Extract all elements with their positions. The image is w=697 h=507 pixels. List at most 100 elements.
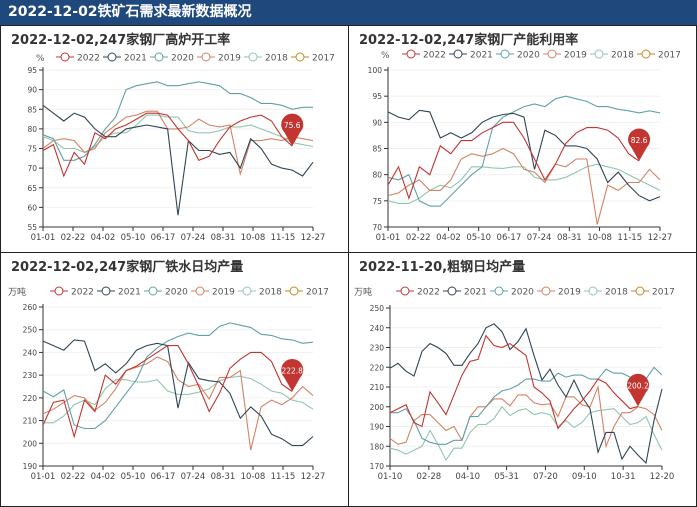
y-tick-label: 190 [23,462,38,471]
legend-item-2017[interactable]: 2017 [637,49,681,61]
series-line-2020 [42,322,314,430]
legend-label: 2018 [265,54,288,64]
marker-pin-icon [627,373,649,407]
legend-symbol [60,52,70,62]
x-tick-label: 04-02 [436,233,461,243]
x-tick-label: 09-10 [572,472,597,482]
legend-item-2019[interactable]: 2019 [197,52,241,64]
legend-label: 2018 [605,288,628,298]
legend-symbol [148,286,158,296]
legend-item-2022[interactable]: 2022 [56,52,100,64]
legend-item-2022[interactable]: 2022 [402,49,446,61]
legend-label: 2019 [212,288,235,298]
legend-item-2020[interactable]: 2020 [144,286,188,298]
x-tick-label: 11-15 [271,233,296,243]
series-line-2021 [389,323,663,465]
legend-symbol [201,52,211,62]
legend-symbol [500,49,510,59]
x-tick-label: 01-01 [31,233,56,243]
legend-symbol [101,286,111,296]
legend-item-2021[interactable]: 2021 [449,49,493,61]
x-tick-label: 10-08 [587,233,612,243]
legend-label: 2017 [306,288,329,298]
x-tick-label: 07-24 [181,472,206,482]
x-tick-label: 06-17 [151,472,176,482]
y-tick-label: 230 [23,371,38,380]
y-tick-label: 200 [370,403,385,412]
y-tick-label: 220 [370,363,385,372]
legend-item-2020[interactable]: 2020 [496,49,540,61]
legend-unit: 万吨 [8,286,26,298]
legend-item-2018[interactable]: 2018 [584,286,628,298]
x-tick-label: 04-02 [91,233,116,243]
legend-item-2020[interactable]: 2020 [150,52,194,64]
series-line-2022 [42,112,293,178]
series-line-2018 [43,375,314,424]
series-line-2022 [389,334,639,430]
x-tick-label: 07-24 [181,233,206,243]
x-tick-label: 04-10 [455,472,480,482]
x-tick-label: 04-02 [91,472,116,482]
legend-symbol [406,49,416,59]
x-tick-label: 07-24 [527,233,552,243]
y-tick-label: 85 [372,145,382,154]
series-line-2021 [387,109,661,202]
legend-item-2019[interactable]: 2019 [537,286,581,298]
legend-symbol [588,286,598,296]
y-tick-label: 240 [370,324,385,333]
value-marker: 222.8 [281,358,304,392]
legend-item-2022[interactable]: 2022 [396,286,440,298]
x-tick-label: 12-20 [650,472,675,482]
chart-title: 2022-12-02,247家钢厂产能利用率 [359,33,579,48]
value-marker: 82.6 [628,128,651,162]
legend-item-2019[interactable]: 2019 [191,286,235,298]
x-tick-label: 01-01 [376,233,401,243]
legend-symbol [400,286,410,296]
marker-label: 75.6 [284,121,301,130]
legend-label: 2022 [77,54,100,64]
y-tick-label: 240 [23,348,38,357]
legend-item-2017[interactable]: 2017 [285,286,329,298]
y-tick-label: 210 [370,383,385,392]
legend-item-2017[interactable]: 2017 [631,286,675,298]
y-tick-label: 80 [27,125,37,134]
legend-item-2022[interactable]: 2022 [50,286,94,298]
legend-item-2020[interactable]: 2020 [490,286,534,298]
y-tick-label: 75 [27,145,37,154]
chart-0: % 2022 2021 2020 2019 2018 2017 55 60 65 70 75 80 85 9… [27,52,335,243]
legend-label: 2018 [611,51,634,61]
legend-symbol [295,52,305,62]
legend-item-2018[interactable]: 2018 [238,286,282,298]
x-tick-label: 05-10 [121,233,146,243]
legend-item-2021[interactable]: 2021 [97,286,141,298]
y-tick-label: 170 [370,462,385,471]
y-tick-label: 100 [368,66,383,75]
y-tick-label: 90 [27,86,37,95]
x-tick-label: 07-20 [533,472,558,482]
x-tick-label: 01-01 [31,472,56,482]
legend-unit: % [381,51,390,61]
legend-item-2021[interactable]: 2021 [103,52,147,64]
legend-label: 2021 [118,288,141,298]
legend-label: 2022 [71,288,94,298]
legend-symbol [541,286,551,296]
x-tick-label: 06-17 [497,233,522,243]
series-line-2018 [389,405,663,462]
y-tick-label: 250 [370,304,385,313]
legend-label: 2020 [511,288,534,298]
legend-item-2017[interactable]: 2017 [291,52,335,64]
marker-pin-icon [281,358,304,392]
legend-item-2019[interactable]: 2019 [543,49,587,61]
legend-label: 2019 [558,288,581,298]
legend-item-2021[interactable]: 2021 [443,286,487,298]
series-line-2021 [42,104,314,216]
legend-symbol [641,49,651,59]
legend-item-2018[interactable]: 2018 [244,52,288,64]
legend-symbol [453,49,463,59]
x-tick-label: 05-10 [121,472,146,482]
legend-label: 2022 [417,288,440,298]
legend-item-2018[interactable]: 2018 [590,49,634,61]
chart-title: 2022-12-02,247家钢厂铁水日均产量 [11,260,244,275]
y-tick-label: 70 [372,223,382,232]
series-line-2020 [390,366,663,445]
